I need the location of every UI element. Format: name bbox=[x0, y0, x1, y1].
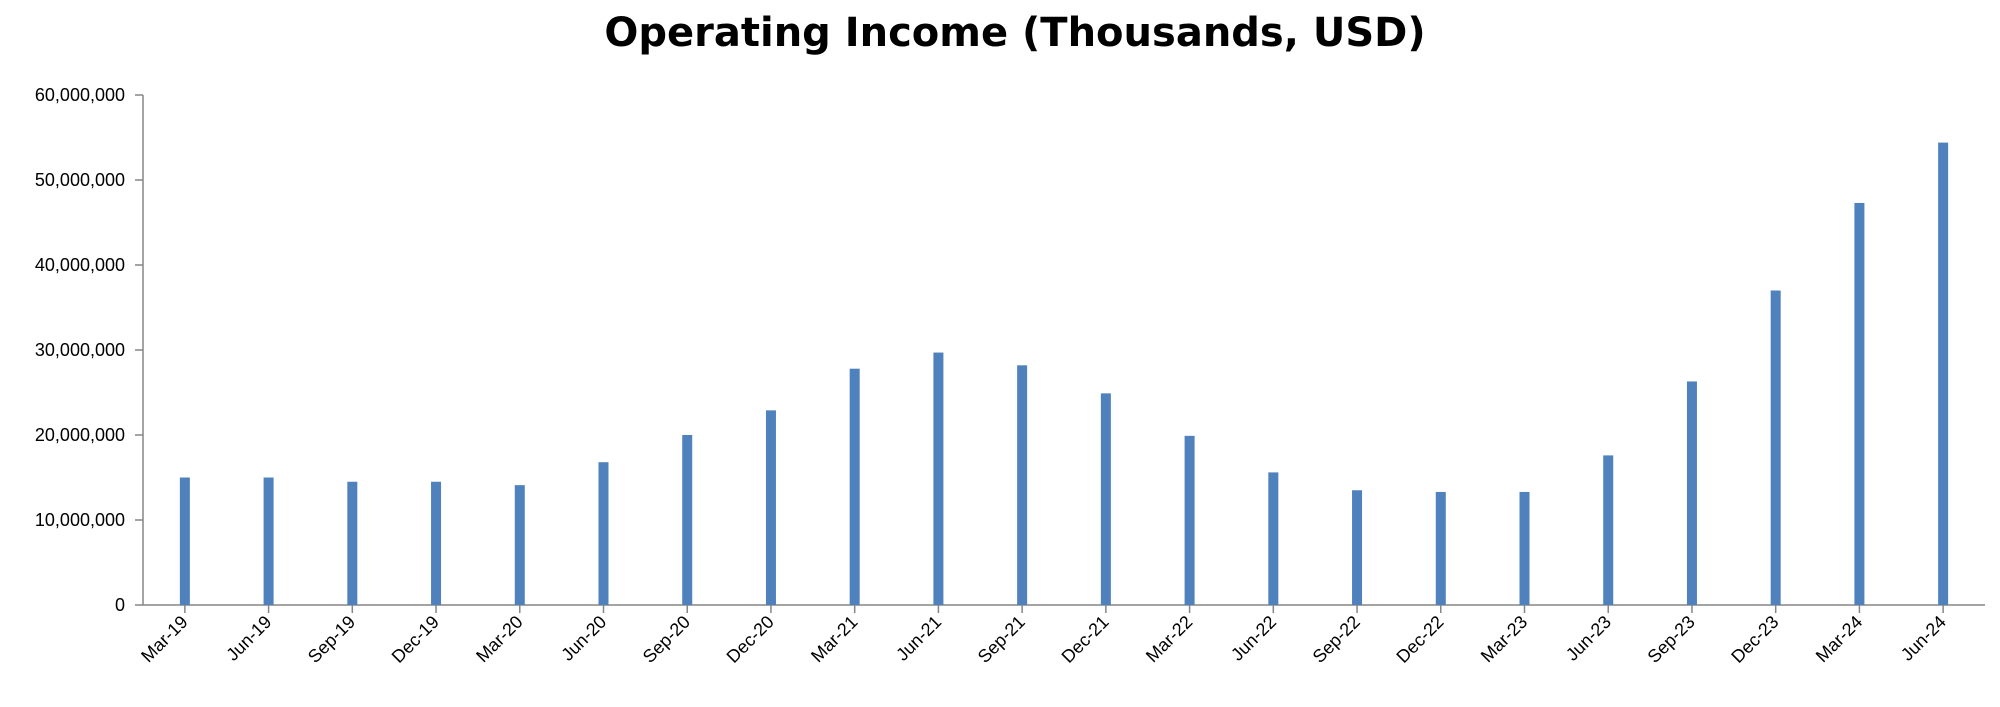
x-tick-label: Mar-21 bbox=[807, 612, 861, 666]
bar bbox=[1268, 472, 1279, 605]
y-axis: 0 10,000,000 20,000,000 30,000,000 40,000,00… bbox=[35, 85, 144, 615]
bar bbox=[1519, 491, 1530, 605]
x-tick-label: Dec-22 bbox=[1392, 612, 1447, 667]
bar bbox=[933, 352, 944, 605]
bar bbox=[514, 485, 525, 605]
bar bbox=[1352, 490, 1363, 605]
bar bbox=[1603, 455, 1614, 605]
y-tick-label: 60,000,000 bbox=[35, 85, 125, 105]
x-tick-label: Mar-20 bbox=[472, 612, 526, 666]
x-tick-label: Sep-20 bbox=[639, 612, 694, 667]
y-tick-label: 40,000,000 bbox=[35, 255, 125, 275]
bar bbox=[849, 368, 860, 605]
x-tick-label: Sep-22 bbox=[1309, 612, 1364, 667]
bar bbox=[179, 477, 190, 605]
bar bbox=[1854, 202, 1865, 605]
x-tick-label: Dec-21 bbox=[1058, 612, 1113, 667]
x-tick-label: Jun-24 bbox=[1897, 612, 1950, 665]
bar bbox=[1938, 142, 1949, 605]
bar bbox=[263, 477, 274, 605]
x-tick-label: Mar-24 bbox=[1812, 612, 1866, 666]
y-tick-label: 0 bbox=[115, 595, 125, 615]
x-tick-label: Dec-20 bbox=[723, 612, 778, 667]
chart-title: Operating Income (Thousands, USD) bbox=[604, 10, 1425, 56]
x-tick-label: Dec-19 bbox=[388, 612, 443, 667]
y-tick-label: 20,000,000 bbox=[35, 425, 125, 445]
y-tick-label: 30,000,000 bbox=[35, 340, 125, 360]
bar-series bbox=[179, 142, 1949, 605]
bar bbox=[1017, 365, 1028, 605]
y-tick-label: 50,000,000 bbox=[35, 170, 125, 190]
bar bbox=[1686, 381, 1697, 605]
bar bbox=[1435, 491, 1446, 605]
bar bbox=[1100, 393, 1111, 605]
x-tick-label: Sep-21 bbox=[974, 612, 1029, 667]
y-tick-label: 10,000,000 bbox=[35, 510, 125, 530]
x-tick-label: Sep-19 bbox=[304, 612, 359, 667]
x-tick-label: Dec-23 bbox=[1727, 612, 1782, 667]
x-tick-label: Mar-23 bbox=[1477, 612, 1531, 666]
bar bbox=[765, 410, 776, 605]
x-tick-label: Jun-20 bbox=[557, 612, 610, 665]
bar bbox=[598, 462, 609, 605]
bar bbox=[347, 481, 358, 605]
x-tick-label: Jun-23 bbox=[1562, 612, 1615, 665]
x-tick-label: Jun-22 bbox=[1227, 612, 1280, 665]
x-tick-label: Mar-22 bbox=[1142, 612, 1196, 666]
x-tick-label: Jun-19 bbox=[222, 612, 275, 665]
bar bbox=[1184, 435, 1195, 605]
x-tick-label: Mar-19 bbox=[137, 612, 191, 666]
x-tick-label: Sep-23 bbox=[1644, 612, 1699, 667]
bar bbox=[431, 481, 442, 605]
bar bbox=[1770, 290, 1781, 605]
x-tick-label: Jun-21 bbox=[892, 612, 945, 665]
x-axis: Mar-19 Jun-19 Sep-19 Dec-19 Mar-20 Jun-20 Sep-… bbox=[137, 604, 1985, 667]
bar bbox=[682, 435, 693, 605]
